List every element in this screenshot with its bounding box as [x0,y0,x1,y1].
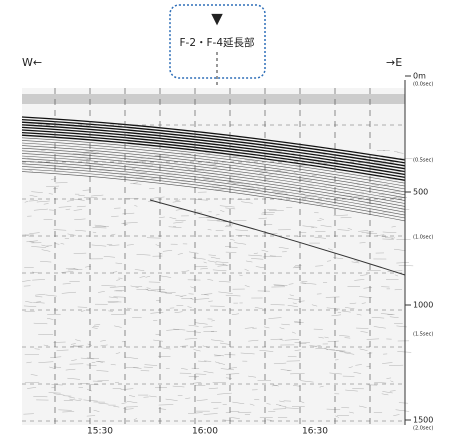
depth-label: 500 [413,188,428,197]
twt-label: (1.5sec) [413,332,433,338]
west-label: W← [22,56,42,69]
annotation-label: F-2・F-4延長部 [179,36,254,49]
depth-label: 1500 [413,416,433,425]
east-label: →E [386,56,402,69]
annotation-marker: ▼ [211,10,223,28]
twt-label: (1.0sec) [413,235,433,241]
depth-label: 1000 [413,301,433,310]
twt-label: (0.0sec) [413,82,433,88]
time-label: 15:30 [87,427,113,437]
depth-label: 0m [413,72,426,81]
twt-label: (2.0sec) [413,426,433,432]
time-label: 16:00 [192,427,218,437]
twt-label: (0.5sec) [413,158,433,164]
time-label: 16:30 [302,427,328,437]
